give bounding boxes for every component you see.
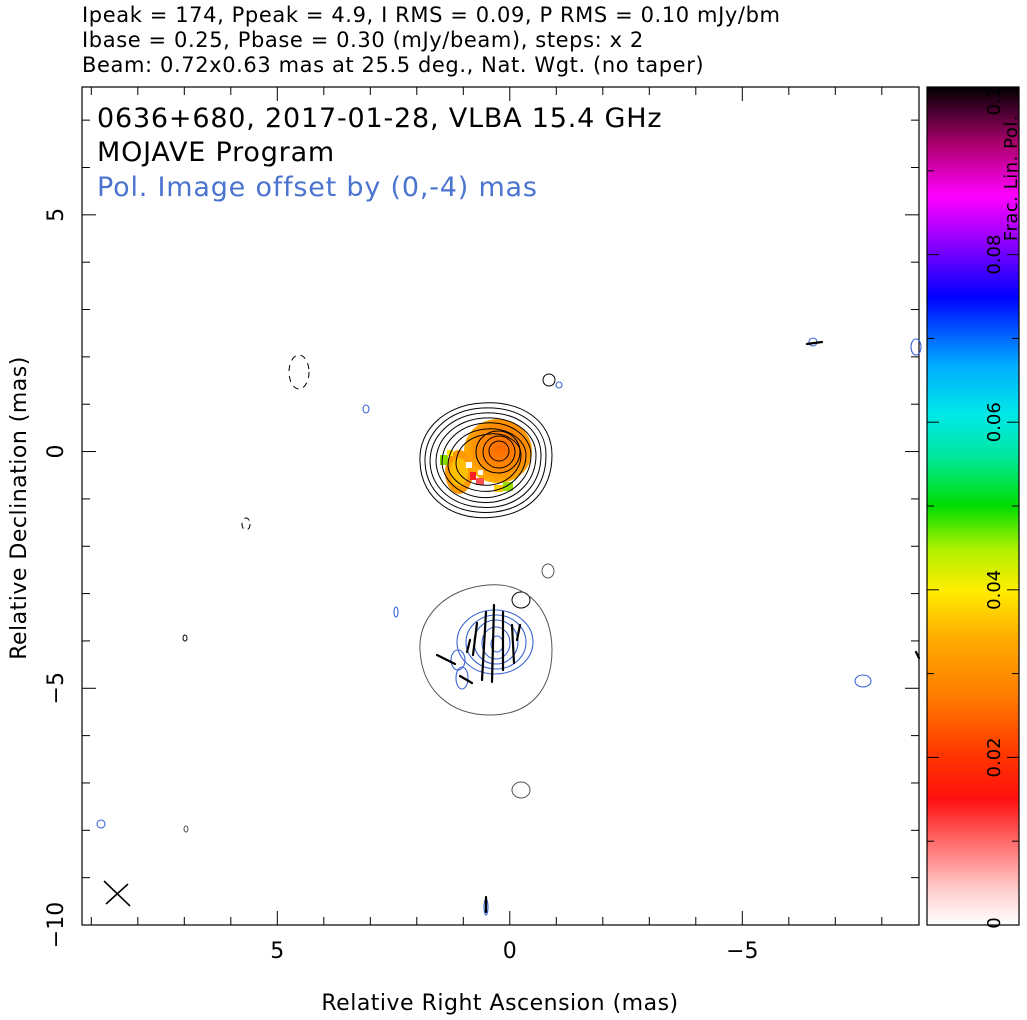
x-tick-labels: 5 0 −5 xyxy=(270,939,758,964)
colorbar-tick-label: 0.08 xyxy=(984,235,1005,275)
header-stats-line: Ipeak = 174, Ppeak = 4.9, I RMS = 0.09, … xyxy=(82,3,781,27)
colorbar-tick-label: 0.02 xyxy=(984,737,1005,777)
colorbar-title: Frac. Lin. Pol. xyxy=(1001,115,1022,241)
beam-marker xyxy=(103,880,131,907)
negative-contours xyxy=(241,354,310,531)
y-tick-label: 5 xyxy=(44,208,69,222)
colorbar-tick-label: 0.1 xyxy=(984,87,1005,116)
y-tick-label: −5 xyxy=(44,672,69,704)
colorbar-tick-label: 0.04 xyxy=(984,570,1005,610)
x-tick-label: 5 xyxy=(270,939,284,964)
x-tick-label: −5 xyxy=(726,939,758,964)
pol-base-contour xyxy=(183,584,553,833)
colorbar-ticks: 0 0.02 0.04 0.06 0.08 0.1 xyxy=(927,86,1019,929)
pol-offset-label: Pol. Image offset by (0,-4) mas xyxy=(97,172,538,203)
y-axis-title: Relative Declination (mas) xyxy=(7,356,32,660)
y-tick-labels: 5 0 −5 −10 xyxy=(44,208,69,948)
evpa-vectors xyxy=(435,340,921,914)
source-label: 0636+680, 2017-01-28, VLBA 15.4 GHz xyxy=(97,103,662,134)
axis-minor-ticks xyxy=(82,87,919,925)
colorbar-tick-label: 0 xyxy=(984,917,1005,928)
x-tick-label: 0 xyxy=(503,939,517,964)
total-intensity-contours xyxy=(182,373,556,799)
colorbar xyxy=(927,87,1019,925)
header-base-line: Ibase = 0.25, Pbase = 0.30 (mJy/beam), s… xyxy=(82,28,644,52)
header-beam-line: Beam: 0.72x0.63 mas at 25.5 deg., Nat. W… xyxy=(82,53,705,77)
program-label: MOJAVE Program xyxy=(97,137,335,168)
frac-pol-color-map xyxy=(440,419,532,494)
y-tick-label: −10 xyxy=(44,902,69,948)
plot-frame xyxy=(81,86,920,926)
x-axis-title: Relative Right Ascension (mas) xyxy=(321,991,678,1016)
y-tick-label: 0 xyxy=(44,445,69,459)
colorbar-tick-label: 0.06 xyxy=(984,402,1005,442)
